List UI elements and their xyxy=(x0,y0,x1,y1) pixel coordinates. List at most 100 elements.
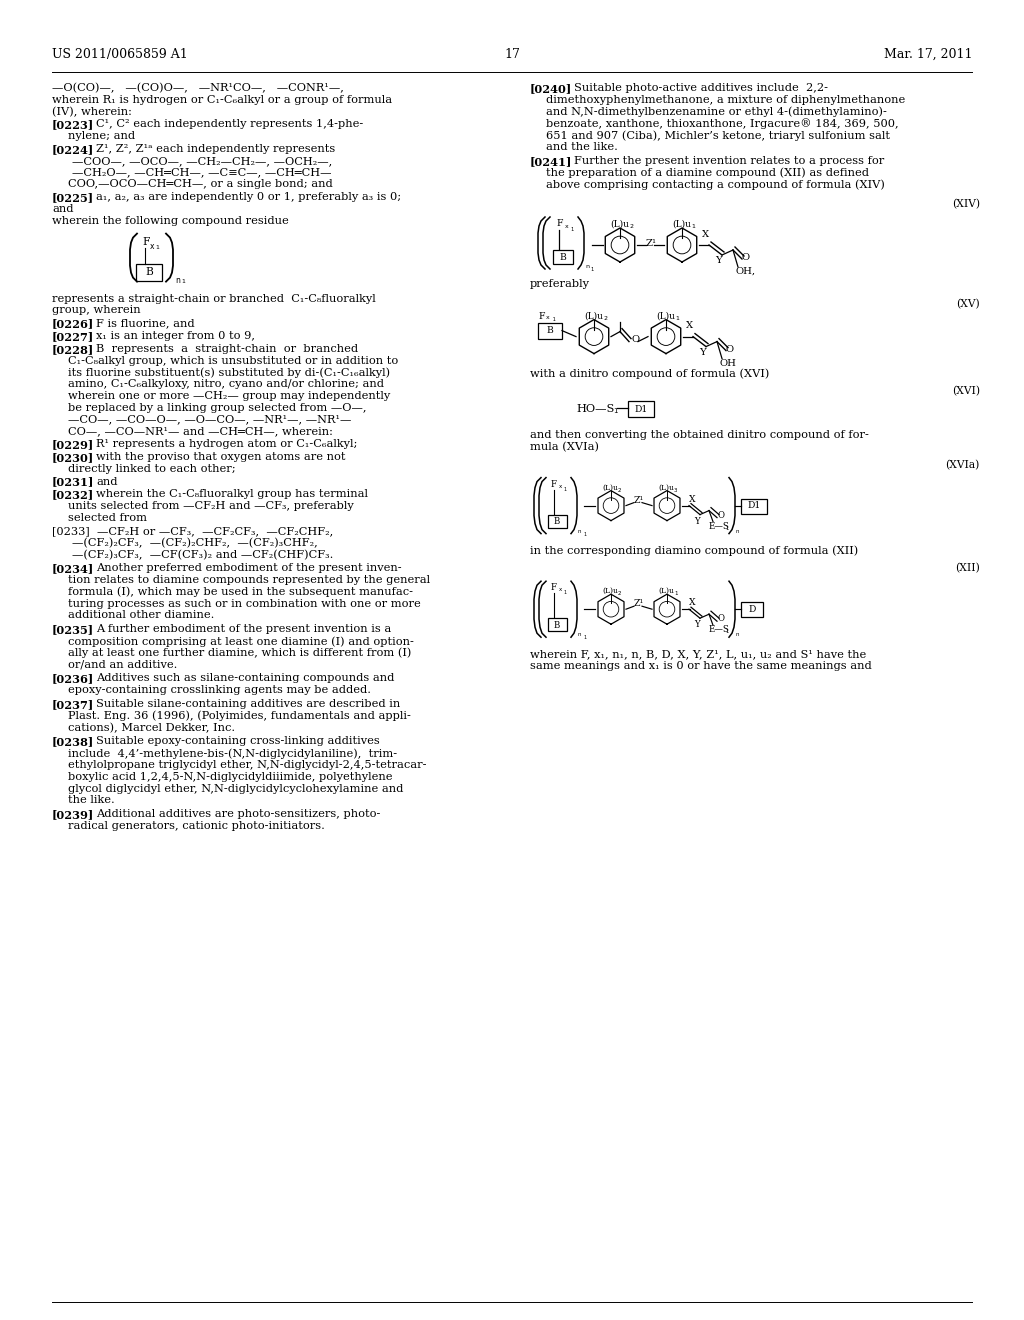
Text: 1: 1 xyxy=(155,244,159,249)
Text: 1: 1 xyxy=(570,227,573,232)
Text: O: O xyxy=(631,334,639,343)
Text: (IV), wherein:: (IV), wherein: xyxy=(52,107,132,117)
Text: Y: Y xyxy=(694,516,699,525)
Text: —(CF₂)₃CF₃,  —CF(CF₃)₂ and —CF₂(CHF)CF₃.: —(CF₂)₃CF₃, —CF(CF₃)₂ and —CF₂(CHF)CF₃. xyxy=(72,549,334,560)
Text: B  represents  a  straight-chain  or  branched: B represents a straight-chain or branche… xyxy=(96,343,358,354)
Text: B: B xyxy=(547,326,553,335)
Text: D: D xyxy=(749,605,756,614)
Text: HO—S: HO—S xyxy=(575,404,614,414)
Text: (XVI): (XVI) xyxy=(952,387,980,397)
Text: 1: 1 xyxy=(583,635,586,640)
Text: Y: Y xyxy=(699,347,706,356)
Text: the preparation of a diamine compound (XII) as defined: the preparation of a diamine compound (X… xyxy=(546,168,869,178)
Text: R¹ represents a hydrogen atom or C₁-C₆alkyl;: R¹ represents a hydrogen atom or C₁-C₆al… xyxy=(96,440,357,449)
Text: tion relates to diamine compounds represented by the general: tion relates to diamine compounds repres… xyxy=(68,576,430,585)
Text: radical generators, cationic photo-initiators.: radical generators, cationic photo-initi… xyxy=(68,821,325,832)
Text: 1: 1 xyxy=(551,317,556,322)
Bar xyxy=(628,401,654,417)
Text: [0224]: [0224] xyxy=(52,144,94,154)
Text: (XII): (XII) xyxy=(955,564,980,574)
Text: E—S: E—S xyxy=(709,626,730,634)
Text: be replaced by a linking group selected from —O—,: be replaced by a linking group selected … xyxy=(68,403,367,413)
Text: wherein the C₁-C₈fluoralkyl group has terminal: wherein the C₁-C₈fluoralkyl group has te… xyxy=(96,490,368,499)
Text: wherein the following compound residue: wherein the following compound residue xyxy=(52,215,289,226)
Text: 1: 1 xyxy=(675,315,679,321)
Bar xyxy=(741,499,767,513)
Text: formula (I), which may be used in the subsequent manufac-: formula (I), which may be used in the su… xyxy=(68,587,413,598)
Text: composition comprising at least one diamine (I) and option-: composition comprising at least one diam… xyxy=(68,636,414,647)
Text: [0226]: [0226] xyxy=(52,318,94,329)
Text: Suitable photo-active additives include  2,2-: Suitable photo-active additives include … xyxy=(574,83,828,92)
Text: D1: D1 xyxy=(748,502,761,510)
Text: n: n xyxy=(736,632,739,638)
Text: C¹, C² each independently represents 1,4-phe-: C¹, C² each independently represents 1,4… xyxy=(96,119,364,129)
Text: F: F xyxy=(551,583,557,593)
Text: COO,—OCO—CH═CH—, or a single bond; and: COO,—OCO—CH═CH—, or a single bond; and xyxy=(68,180,333,189)
Text: [0225]: [0225] xyxy=(52,193,94,203)
Text: units selected from —CF₂H and —CF₃, preferably: units selected from —CF₂H and —CF₃, pref… xyxy=(68,502,353,511)
Text: epoxy-containing crosslinking agents may be added.: epoxy-containing crosslinking agents may… xyxy=(68,685,371,696)
Text: C₁-C₈alkyl group, which is unsubstituted or in addition to: C₁-C₈alkyl group, which is unsubstituted… xyxy=(68,355,398,366)
Text: —CO—, —CO—O—, —O—CO—, —NR¹—, —NR¹—: —CO—, —CO—O—, —O—CO—, —NR¹—, —NR¹— xyxy=(68,414,351,425)
Text: O: O xyxy=(717,511,724,520)
Text: Mar. 17, 2011: Mar. 17, 2011 xyxy=(884,48,972,61)
Text: [0230]: [0230] xyxy=(52,451,94,463)
Text: Additives such as silane-containing compounds and: Additives such as silane-containing comp… xyxy=(96,673,394,684)
Text: X: X xyxy=(702,230,710,239)
Text: ethylolpropane triglycidyl ether, N,N-diglycidyl-2,4,5-tetracar-: ethylolpropane triglycidyl ether, N,N-di… xyxy=(68,760,427,770)
Text: with a dinitro compound of formula (XVI): with a dinitro compound of formula (XVI) xyxy=(530,368,769,379)
Text: OH,: OH, xyxy=(736,267,756,276)
Text: 1: 1 xyxy=(583,532,586,537)
Text: x: x xyxy=(565,224,568,228)
Text: [0236]: [0236] xyxy=(52,673,94,684)
Text: Suitable epoxy-containing cross-linking additives: Suitable epoxy-containing cross-linking … xyxy=(96,737,380,746)
Text: Z¹, Z², Z¹ᵃ each independently represents: Z¹, Z², Z¹ᵃ each independently represent… xyxy=(96,144,335,154)
Text: 1: 1 xyxy=(725,525,728,531)
Text: above comprising contacting a compound of formula (XIV): above comprising contacting a compound o… xyxy=(546,180,885,190)
Text: 2: 2 xyxy=(618,487,622,492)
Text: or/and an additive.: or/and an additive. xyxy=(68,660,177,669)
Text: 1: 1 xyxy=(590,267,593,272)
Text: ally at least one further diamine, which is different from (I): ally at least one further diamine, which… xyxy=(68,648,412,659)
Text: 1: 1 xyxy=(181,279,185,284)
Text: (L)u: (L)u xyxy=(602,483,617,491)
Text: wherein one or more —CH₂— group may independently: wherein one or more —CH₂— group may inde… xyxy=(68,391,390,401)
Text: group, wherein: group, wherein xyxy=(52,305,140,315)
Text: its fluorine substituent(s) substituted by di-(C₁-C₁₆alkyl): its fluorine substituent(s) substituted … xyxy=(68,367,390,378)
Text: B: B xyxy=(554,620,560,630)
Text: x: x xyxy=(150,242,155,251)
Text: [0235]: [0235] xyxy=(52,624,94,635)
Text: same meanings and x₁ is 0 or have the same meanings and: same meanings and x₁ is 0 or have the sa… xyxy=(530,661,871,671)
Bar xyxy=(553,249,573,264)
Bar xyxy=(538,322,562,339)
Text: [0237]: [0237] xyxy=(52,700,94,710)
Text: Y: Y xyxy=(694,620,699,630)
Bar xyxy=(548,515,567,528)
Text: (XIV): (XIV) xyxy=(952,199,980,210)
Text: F is fluorine, and: F is fluorine, and xyxy=(96,318,195,329)
Text: F: F xyxy=(551,479,557,488)
Text: Further the present invention relates to a process for: Further the present invention relates to… xyxy=(574,156,885,166)
Text: and: and xyxy=(52,205,74,214)
Text: amino, C₁-C₆alkyloxy, nitro, cyano and/or chlorine; and: amino, C₁-C₆alkyloxy, nitro, cyano and/o… xyxy=(68,379,384,389)
Text: [0232]: [0232] xyxy=(52,490,94,500)
Text: F: F xyxy=(556,219,562,228)
Text: 1: 1 xyxy=(691,224,695,228)
Text: 1: 1 xyxy=(613,408,617,414)
Text: X: X xyxy=(686,321,693,330)
Text: A further embodiment of the present invention is a: A further embodiment of the present inve… xyxy=(96,624,391,634)
Text: OH: OH xyxy=(720,359,737,367)
Text: and then converting the obtained dinitro compound of for-: and then converting the obtained dinitro… xyxy=(530,430,869,440)
Text: Y: Y xyxy=(715,256,722,265)
Text: mula (XVIa): mula (XVIa) xyxy=(530,442,599,453)
Text: (L)u: (L)u xyxy=(658,587,674,595)
Text: [0238]: [0238] xyxy=(52,737,94,747)
Text: Z¹: Z¹ xyxy=(634,495,644,504)
Text: 2: 2 xyxy=(603,315,607,321)
Text: Z¹: Z¹ xyxy=(634,599,644,609)
Text: Suitable silane-containing additives are described in: Suitable silane-containing additives are… xyxy=(96,700,400,709)
Text: [0239]: [0239] xyxy=(52,809,94,820)
Text: [0233]  —CF₂H or —CF₃,  —CF₂CF₃,  —CF₂CHF₂,: [0233] —CF₂H or —CF₃, —CF₂CF₃, —CF₂CHF₂, xyxy=(52,525,333,536)
Bar xyxy=(548,618,567,631)
Text: —CH₂O—, —CH═CH—, —C≡C—, —CH═CH—: —CH₂O—, —CH═CH—, —C≡C—, —CH═CH— xyxy=(72,168,332,178)
